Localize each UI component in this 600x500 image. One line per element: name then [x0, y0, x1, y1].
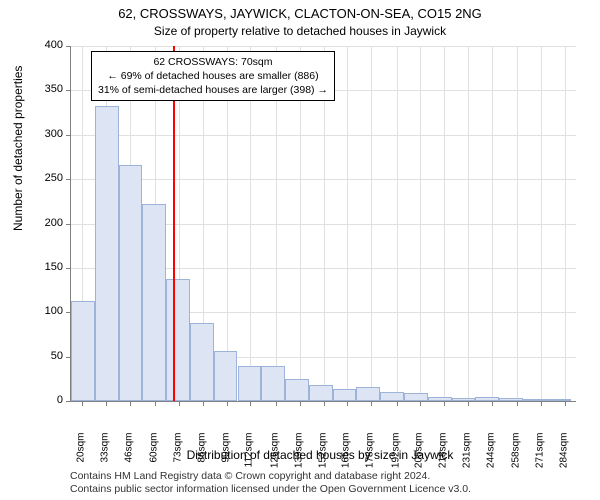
- histogram-bar: [499, 398, 523, 401]
- histogram-bar: [119, 165, 143, 401]
- x-tick-label: 284sqm: [559, 433, 570, 473]
- gridline-v: [420, 46, 421, 401]
- x-tick-mark: [397, 401, 398, 406]
- x-tick-mark: [179, 401, 180, 406]
- x-tick-label: 139sqm: [293, 433, 304, 473]
- histogram-bar: [95, 106, 119, 401]
- y-tick-mark: [66, 135, 71, 136]
- y-tick-mark: [66, 46, 71, 47]
- x-tick-label: 60sqm: [149, 433, 160, 473]
- histogram-bar: [166, 279, 190, 401]
- x-tick-mark: [155, 401, 156, 406]
- y-tick-label: 400: [23, 39, 63, 51]
- histogram-bar: [428, 397, 452, 401]
- gridline-v: [492, 46, 493, 401]
- x-tick-mark: [227, 401, 228, 406]
- histogram-bar: [547, 399, 571, 401]
- x-tick-mark: [130, 401, 131, 406]
- x-tick-label: 73sqm: [172, 433, 183, 473]
- histogram-bar: [214, 351, 238, 401]
- x-tick-mark: [517, 401, 518, 406]
- title-main: 62, CROSSWAYS, JAYWICK, CLACTON-ON-SEA, …: [0, 6, 600, 21]
- annotation-line1: 62 CROSSWAYS: 70sqm: [98, 55, 328, 69]
- x-tick-mark: [276, 401, 277, 406]
- annotation-box: 62 CROSSWAYS: 70sqm ← 69% of detached ho…: [91, 51, 335, 101]
- histogram-bar: [475, 397, 499, 401]
- gridline-v: [565, 46, 566, 401]
- x-tick-label: 192sqm: [390, 433, 401, 473]
- y-tick-mark: [66, 179, 71, 180]
- x-tick-label: 86sqm: [196, 433, 207, 473]
- x-tick-mark: [371, 401, 372, 406]
- histogram-bar: [523, 399, 547, 401]
- gridline-v: [371, 46, 372, 401]
- x-tick-label: 178sqm: [365, 433, 376, 473]
- x-tick-label: 46sqm: [123, 433, 134, 473]
- x-tick-mark: [444, 401, 445, 406]
- y-tick-mark: [66, 401, 71, 402]
- histogram-bar: [380, 392, 404, 401]
- y-tick-mark: [66, 268, 71, 269]
- x-tick-label: 126sqm: [269, 433, 280, 473]
- y-tick-label: 0: [23, 394, 63, 406]
- footer-line2: Contains public sector information licen…: [70, 483, 471, 496]
- x-tick-label: 244sqm: [485, 433, 496, 473]
- x-tick-label: 20sqm: [75, 433, 86, 473]
- x-tick-mark: [347, 401, 348, 406]
- y-tick-label: 300: [23, 128, 63, 140]
- histogram-bar: [452, 398, 476, 401]
- x-tick-mark: [106, 401, 107, 406]
- y-tick-label: 150: [23, 261, 63, 273]
- y-tick-label: 50: [23, 350, 63, 362]
- histogram-bar: [261, 366, 285, 402]
- x-tick-label: 271sqm: [535, 433, 546, 473]
- histogram-bar: [309, 385, 333, 401]
- histogram-bar: [142, 204, 166, 401]
- gridline-v: [347, 46, 348, 401]
- gridline-v: [468, 46, 469, 401]
- x-tick-mark: [468, 401, 469, 406]
- title-sub: Size of property relative to detached ho…: [0, 24, 600, 38]
- histogram-bar: [356, 387, 380, 401]
- y-tick-mark: [66, 90, 71, 91]
- x-tick-label: 205sqm: [414, 433, 425, 473]
- histogram-bar: [285, 379, 309, 401]
- gridline-v: [517, 46, 518, 401]
- y-tick-mark: [66, 224, 71, 225]
- x-tick-mark: [324, 401, 325, 406]
- footer: Contains HM Land Registry data © Crown c…: [70, 470, 471, 496]
- histogram-bar: [71, 301, 95, 401]
- x-tick-mark: [203, 401, 204, 406]
- annotation-line2: ← 69% of detached houses are smaller (88…: [98, 69, 328, 83]
- y-tick-label: 200: [23, 217, 63, 229]
- x-tick-mark: [541, 401, 542, 406]
- x-tick-label: 152sqm: [317, 433, 328, 473]
- gridline-v: [541, 46, 542, 401]
- x-tick-mark: [420, 401, 421, 406]
- x-tick-label: 218sqm: [438, 433, 449, 473]
- chart-container: 62, CROSSWAYS, JAYWICK, CLACTON-ON-SEA, …: [0, 0, 600, 500]
- x-tick-label: 99sqm: [220, 433, 231, 473]
- x-tick-label: 112sqm: [244, 433, 255, 473]
- x-tick-mark: [565, 401, 566, 406]
- x-tick-label: 258sqm: [511, 433, 522, 473]
- x-tick-label: 231sqm: [462, 433, 473, 473]
- annotation-line3: 31% of semi-detached houses are larger (…: [98, 83, 328, 97]
- x-tick-mark: [250, 401, 251, 406]
- x-tick-mark: [300, 401, 301, 406]
- x-tick-label: 165sqm: [341, 433, 352, 473]
- x-tick-mark: [492, 401, 493, 406]
- y-tick-label: 350: [23, 83, 63, 95]
- histogram-bar: [190, 323, 214, 401]
- gridline-v: [397, 46, 398, 401]
- gridline-v: [444, 46, 445, 401]
- histogram-bar: [404, 393, 428, 401]
- y-tick-label: 250: [23, 172, 63, 184]
- x-tick-label: 33sqm: [99, 433, 110, 473]
- y-tick-label: 100: [23, 305, 63, 317]
- histogram-bar: [238, 366, 262, 402]
- x-tick-mark: [82, 401, 83, 406]
- histogram-bar: [333, 389, 357, 401]
